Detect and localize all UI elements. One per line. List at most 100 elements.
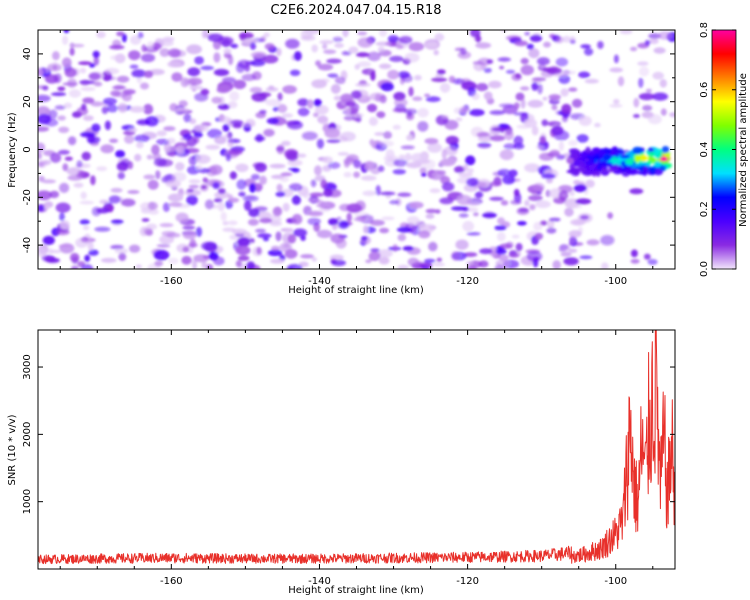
- heatmap-cell: [578, 115, 592, 126]
- heatmap-cell: [188, 184, 200, 189]
- heatmap-cell: [188, 179, 201, 184]
- heatmap-cell: [421, 265, 430, 269]
- heatmap-cell: [168, 48, 181, 58]
- heatmap-cell: [143, 103, 154, 115]
- heatmap-cell: [163, 173, 177, 184]
- heatmap-cell: [208, 251, 219, 261]
- heatmap-cell: [630, 249, 638, 258]
- heatmap-cell: [161, 230, 176, 237]
- heatmap-cell: [327, 73, 339, 78]
- heatmap-cell: [168, 257, 179, 265]
- heatmap-cell: [137, 32, 144, 39]
- heatmap-cell: [80, 131, 96, 138]
- heatmap-cell: [38, 161, 45, 167]
- heatmap-cell: [394, 98, 408, 107]
- heatmap-cell: [237, 237, 251, 247]
- heatmap-cell: [182, 133, 193, 140]
- heatmap-cell: [497, 217, 505, 225]
- heatmap-cell: [96, 166, 108, 172]
- heatmap-cell: [211, 96, 222, 104]
- heatmap-cell: [286, 263, 303, 269]
- heatmap-cell: [448, 75, 456, 83]
- heatmap-cell: [360, 175, 377, 181]
- heatmap-cell: [406, 162, 422, 169]
- heatmap-cell: [124, 134, 135, 144]
- heatmap-cell: [405, 152, 412, 162]
- heatmap-cell: [428, 241, 438, 252]
- heatmap-cell: [209, 164, 223, 175]
- heatmap-cell: [517, 221, 527, 226]
- heatmap-cell: [473, 212, 479, 217]
- heatmap-cell: [353, 171, 360, 178]
- heatmap-cell: [660, 108, 667, 116]
- heatmap-cell: [223, 48, 232, 54]
- heatmap-cell: [412, 96, 423, 101]
- heatmap-cell: [147, 179, 159, 190]
- heatmap-cell: [66, 167, 81, 176]
- heatmap-cell: [109, 45, 125, 50]
- heatmap-cell: [156, 138, 170, 145]
- heatmap-cell: [653, 47, 666, 54]
- heatmap-cell: [63, 102, 73, 109]
- heatmap-cell: [600, 235, 615, 246]
- heatmap-cell: [375, 185, 381, 196]
- heatmap-cell: [44, 255, 56, 262]
- heatmap-cell: [193, 124, 209, 132]
- spectrogram-x-tick-label: -120: [456, 276, 479, 287]
- heatmap-cell: [607, 212, 613, 220]
- snr-x-tick-label: -120: [456, 576, 479, 587]
- heatmap-cell: [254, 135, 266, 142]
- heatmap-cell: [212, 39, 222, 50]
- heatmap-cell: [67, 78, 77, 88]
- heatmap-cell: [515, 92, 525, 101]
- heatmap-cell: [81, 151, 92, 161]
- heatmap-cell: [462, 220, 475, 232]
- heatmap-cell: [68, 89, 81, 98]
- heatmap-cell: [427, 142, 442, 153]
- heatmap-cell: [423, 258, 436, 264]
- heatmap-cell: [272, 106, 279, 112]
- heatmap-cell: [227, 139, 234, 148]
- heatmap-cell: [238, 191, 246, 197]
- heatmap-cell: [353, 159, 362, 169]
- heatmap-cell: [207, 128, 222, 139]
- heatmap-cell: [531, 82, 539, 91]
- heatmap-cell: [80, 86, 96, 92]
- heatmap-cell: [201, 241, 217, 251]
- heatmap-cell: [531, 125, 539, 136]
- heatmap-cell: [439, 82, 451, 93]
- heatmap-cell: [146, 223, 158, 230]
- heatmap-cell: [196, 165, 203, 170]
- heatmap-cell: [59, 220, 70, 230]
- heatmap-cell: [222, 124, 230, 132]
- heatmap-cell: [263, 128, 275, 137]
- heatmap-cell: [250, 59, 266, 67]
- heatmap-cell: [643, 253, 651, 260]
- heatmap-cell: [223, 133, 232, 140]
- heatmap-cell: [110, 244, 124, 250]
- heatmap-cell: [613, 98, 620, 105]
- heatmap-cell: [233, 79, 247, 90]
- heatmap-cell: [256, 211, 272, 219]
- heatmap-cell: [580, 167, 587, 173]
- heatmap-cell: [389, 200, 400, 205]
- heatmap-cell: [67, 174, 83, 181]
- heatmap-cell: [99, 199, 109, 205]
- heatmap-cell: [609, 67, 623, 73]
- heatmap-cell: [340, 93, 354, 104]
- heatmap-cell: [511, 234, 520, 239]
- heatmap-cell: [341, 51, 352, 56]
- spectrogram-x-tick-label: -100: [604, 276, 627, 287]
- heatmap-cell: [633, 97, 640, 108]
- spectrogram-y-tick-label: -40: [22, 237, 33, 253]
- heatmap-cell: [369, 139, 375, 146]
- heatmap-cell: [418, 230, 431, 239]
- heatmap-cell: [495, 248, 507, 255]
- heatmap-cell: [368, 116, 378, 126]
- heatmap-cell: [357, 37, 373, 48]
- heatmap-cell: [647, 148, 655, 152]
- heatmap-cell: [257, 233, 272, 239]
- heatmap-cell: [586, 239, 600, 246]
- heatmap-cell: [395, 44, 404, 50]
- heatmap-cell: [89, 63, 96, 68]
